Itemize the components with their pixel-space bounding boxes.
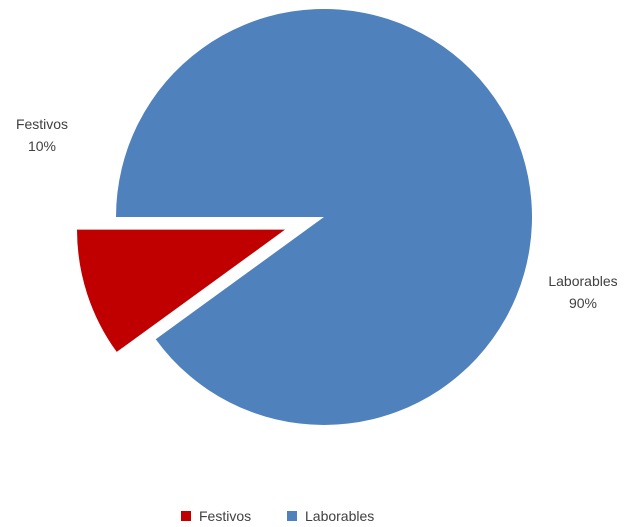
pie-slice-festivos <box>77 229 286 352</box>
slice-label-festivos: Festivos 10% <box>16 116 68 154</box>
legend: Festivos Laborables <box>181 508 374 524</box>
legend-swatch-festivos <box>181 511 191 521</box>
slice-label-laborables-name: Laborables <box>548 273 617 289</box>
slice-label-laborables: Laborables 90% <box>548 273 617 311</box>
pie-slice-laborables <box>116 9 532 426</box>
slice-label-laborables-percent: 90% <box>569 295 597 311</box>
slice-label-festivos-percent: 10% <box>28 138 56 154</box>
pie-slices <box>77 9 532 426</box>
slice-label-festivos-name: Festivos <box>16 116 68 132</box>
legend-label-laborables: Laborables <box>305 508 374 524</box>
legend-swatch-laborables <box>287 511 297 521</box>
legend-label-festivos: Festivos <box>199 508 251 524</box>
